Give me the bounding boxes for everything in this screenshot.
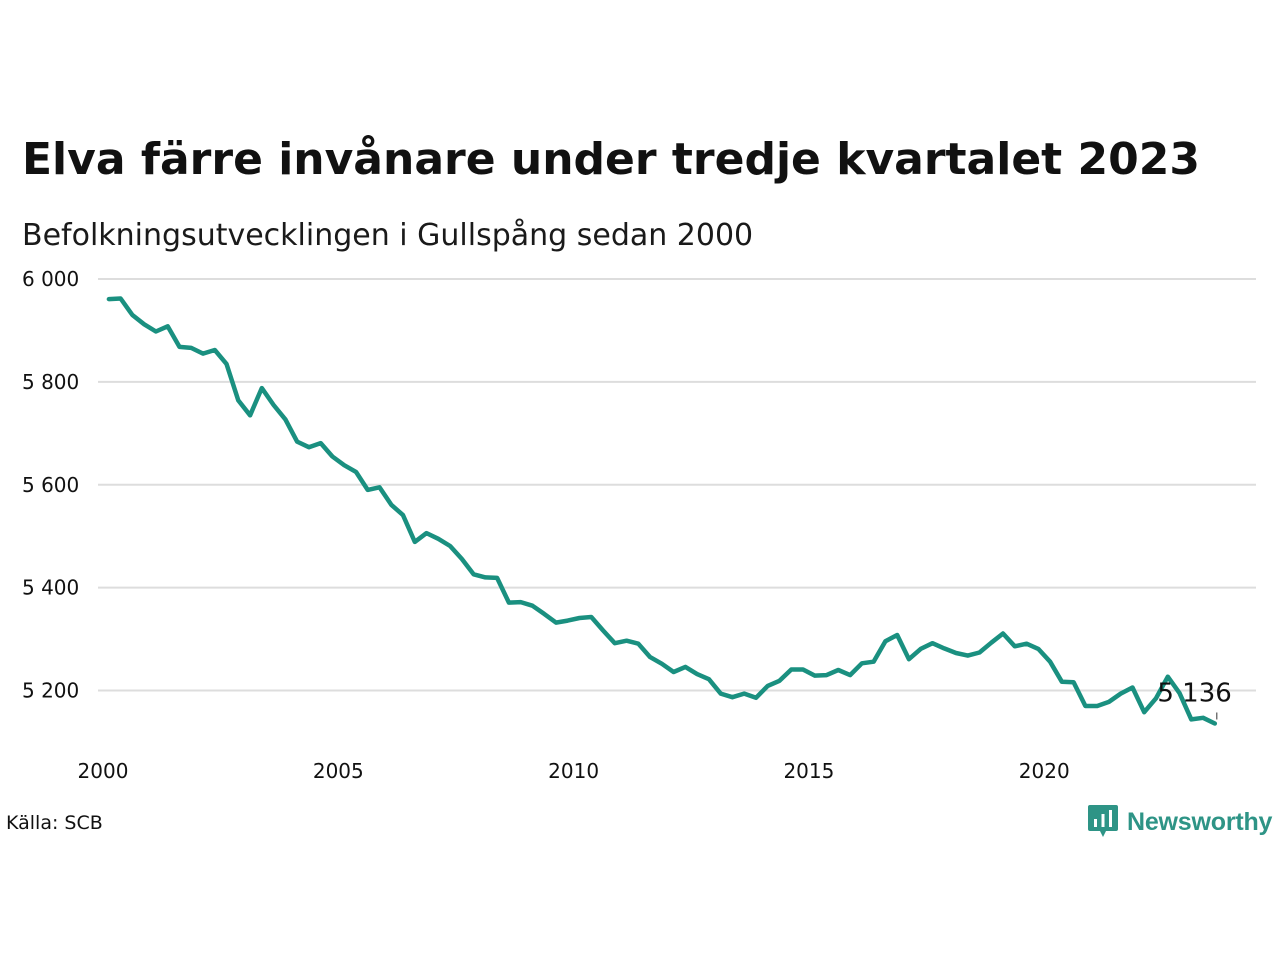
population-line (106, 296, 1218, 726)
x-tick-label: 2000 (78, 759, 129, 783)
source-note: Källa: SCB (6, 812, 103, 834)
x-tick-label: 2015 (783, 759, 834, 783)
y-tick-label: 5 400 (22, 576, 79, 600)
series-layer (106, 296, 1218, 726)
newsworthy-logo-icon (1088, 805, 1118, 837)
annotation-layer: 5 136 (1157, 678, 1232, 720)
y-axis-tick-labels: 6 000 5 800 5 600 5 400 5 200 (22, 267, 79, 703)
chart-subtitle: Befolkningsutvecklingen i Gullspång seda… (22, 218, 754, 253)
y-tick-label: 5 800 (22, 370, 79, 394)
x-tick-label: 2005 (313, 759, 364, 783)
y-tick-label: 5 600 (22, 473, 79, 497)
last-value-label: 5 136 (1157, 678, 1231, 708)
gridlines (98, 278, 1256, 692)
x-axis-tick-labels: 2000 2005 2010 2015 2020 (78, 759, 1070, 783)
x-tick-label: 2010 (548, 759, 599, 783)
chart-title: Elva färre invånare under tredje kvartal… (22, 134, 1200, 185)
x-tick-label: 2020 (1019, 759, 1070, 783)
y-tick-label: 6 000 (22, 267, 79, 291)
logo-text: Newsworthy (1127, 807, 1273, 836)
newsworthy-logo[interactable]: Newsworthy (1087, 803, 1272, 841)
y-tick-label: 5 200 (22, 679, 79, 703)
